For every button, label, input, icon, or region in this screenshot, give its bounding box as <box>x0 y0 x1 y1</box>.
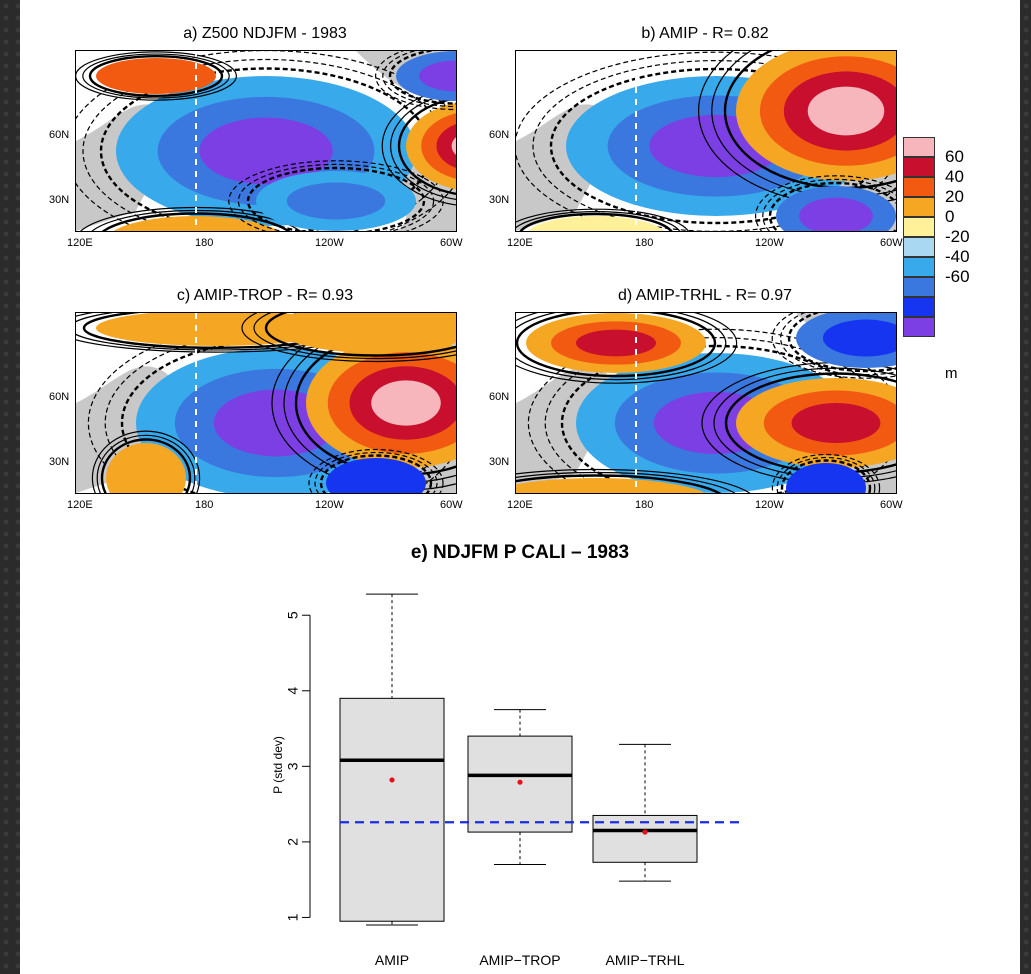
map-plot-area <box>515 50 897 232</box>
map-y-tick-label: 30N <box>49 456 70 468</box>
colorbar-swatch <box>903 297 935 317</box>
y-tick-label: 5 <box>285 611 301 619</box>
colorbar-unit: m <box>945 365 958 382</box>
map-panel-title: c) AMIP-TROP - R= 0.93 <box>176 287 354 304</box>
anomaly-field <box>516 313 896 493</box>
category-label: AMIP <box>375 952 409 968</box>
colorbar-label: -60 <box>945 267 970 286</box>
mean-point <box>517 779 523 785</box>
y-tick-label: 1 <box>285 913 301 921</box>
colorbar-label: -20 <box>945 227 970 246</box>
map-x-tick-label: 60W <box>440 499 463 511</box>
box-0 <box>339 593 445 926</box>
y-tick-label: 4 <box>285 687 301 695</box>
map-panel: b) AMIP - R= 0.82 60N 30N 120E 180 120W 60W <box>489 25 903 275</box>
map-y-tick-label: 30N <box>489 456 510 468</box>
map-x-tick-label: 120W <box>755 499 784 511</box>
map-panel: d) AMIP-TRHL - R= 0.97 60N 30N 120E 180 120W 6… <box>489 287 903 537</box>
box-1 <box>467 709 573 866</box>
category-label: AMIP−TRHL <box>606 952 685 968</box>
map-panel: a) Z500 NDJFM - 1983 60N 30N 120E 180 120W 60W <box>49 25 463 275</box>
map-x-tick-label: 120E <box>507 499 533 511</box>
colorbar-label: 60 <box>945 147 964 166</box>
map-x-tick-label: 60W <box>880 499 903 511</box>
map-x-tick-label: 180 <box>195 237 214 249</box>
map-y-tick-label: 60N <box>49 391 70 403</box>
map-x-tick-label: 120W <box>315 499 344 511</box>
map-plot-area <box>75 312 457 494</box>
category-label: AMIP−TROP <box>479 952 560 968</box>
map-y-tick-label: 60N <box>49 129 70 141</box>
map-x-tick-label: 180 <box>635 499 654 511</box>
map-y-tick-label: 30N <box>489 194 510 206</box>
map-x-tick-label: 180 <box>635 237 654 249</box>
map-x-tick-label: 120E <box>67 499 93 511</box>
colorbar-label: 40 <box>945 167 964 186</box>
colorbar-label: 20 <box>945 187 964 206</box>
map-x-tick-label: 120E <box>507 237 533 249</box>
anomaly-field <box>516 51 896 231</box>
colorbar-swatch <box>903 137 935 157</box>
colorbar-swatch <box>903 217 935 237</box>
map-y-tick-label: 60N <box>489 391 510 403</box>
slide: a) Z500 NDJFM - 1983 60N 30N 120E 180 120W 60W… <box>20 0 1020 974</box>
y-axis-label: P (std dev) <box>271 736 285 794</box>
colorbar-swatch <box>903 257 935 277</box>
map-x-tick-label: 120E <box>67 237 93 249</box>
map-x-tick-label: 120W <box>315 237 344 249</box>
map-x-tick-label: 60W <box>440 237 463 249</box>
box-2 <box>592 743 698 882</box>
colorbar-label: -40 <box>945 247 970 266</box>
colorbar-swatch <box>903 237 935 257</box>
map-plot-area <box>515 312 897 494</box>
colorbar-swatch <box>903 317 935 337</box>
map-y-tick-label: 60N <box>489 129 510 141</box>
mean-point <box>389 777 395 783</box>
mean-point <box>642 829 648 835</box>
colorbar-label: 0 <box>945 207 955 226</box>
colorbar-swatch <box>903 277 935 297</box>
y-tick-label: 3 <box>285 762 301 770</box>
colorbar-swatch <box>903 157 935 177</box>
map-panel-title: b) AMIP - R= 0.82 <box>641 25 769 42</box>
map-panel: c) AMIP-TROP - R= 0.93 60N 30N 120E 180 120W 6… <box>49 287 463 537</box>
boxplot-title: e) NDJFM P CALI – 1983 <box>410 542 630 563</box>
box-iqr <box>339 697 445 922</box>
map-panel-title: a) Z500 NDJFM - 1983 <box>183 25 347 42</box>
map-panel-title: d) AMIP-TRHL - R= 0.97 <box>617 287 793 304</box>
colorbar-swatch <box>903 197 935 217</box>
map-x-tick-label: 180 <box>195 499 214 511</box>
map-x-tick-label: 120W <box>755 237 784 249</box>
map-plot-area <box>75 50 457 232</box>
y-tick-label: 2 <box>285 838 301 846</box>
boxplot-chart: 1 2 3 4 5 P (std dev) AMIP AMIP−TROP AMIP−TRHL <box>271 593 745 968</box>
map-y-tick-label: 30N <box>49 194 70 206</box>
anomaly-field <box>76 313 456 493</box>
colorbar-swatch <box>903 177 935 197</box>
map-x-tick-label: 60W <box>880 237 903 249</box>
anomaly-field <box>76 51 456 231</box>
